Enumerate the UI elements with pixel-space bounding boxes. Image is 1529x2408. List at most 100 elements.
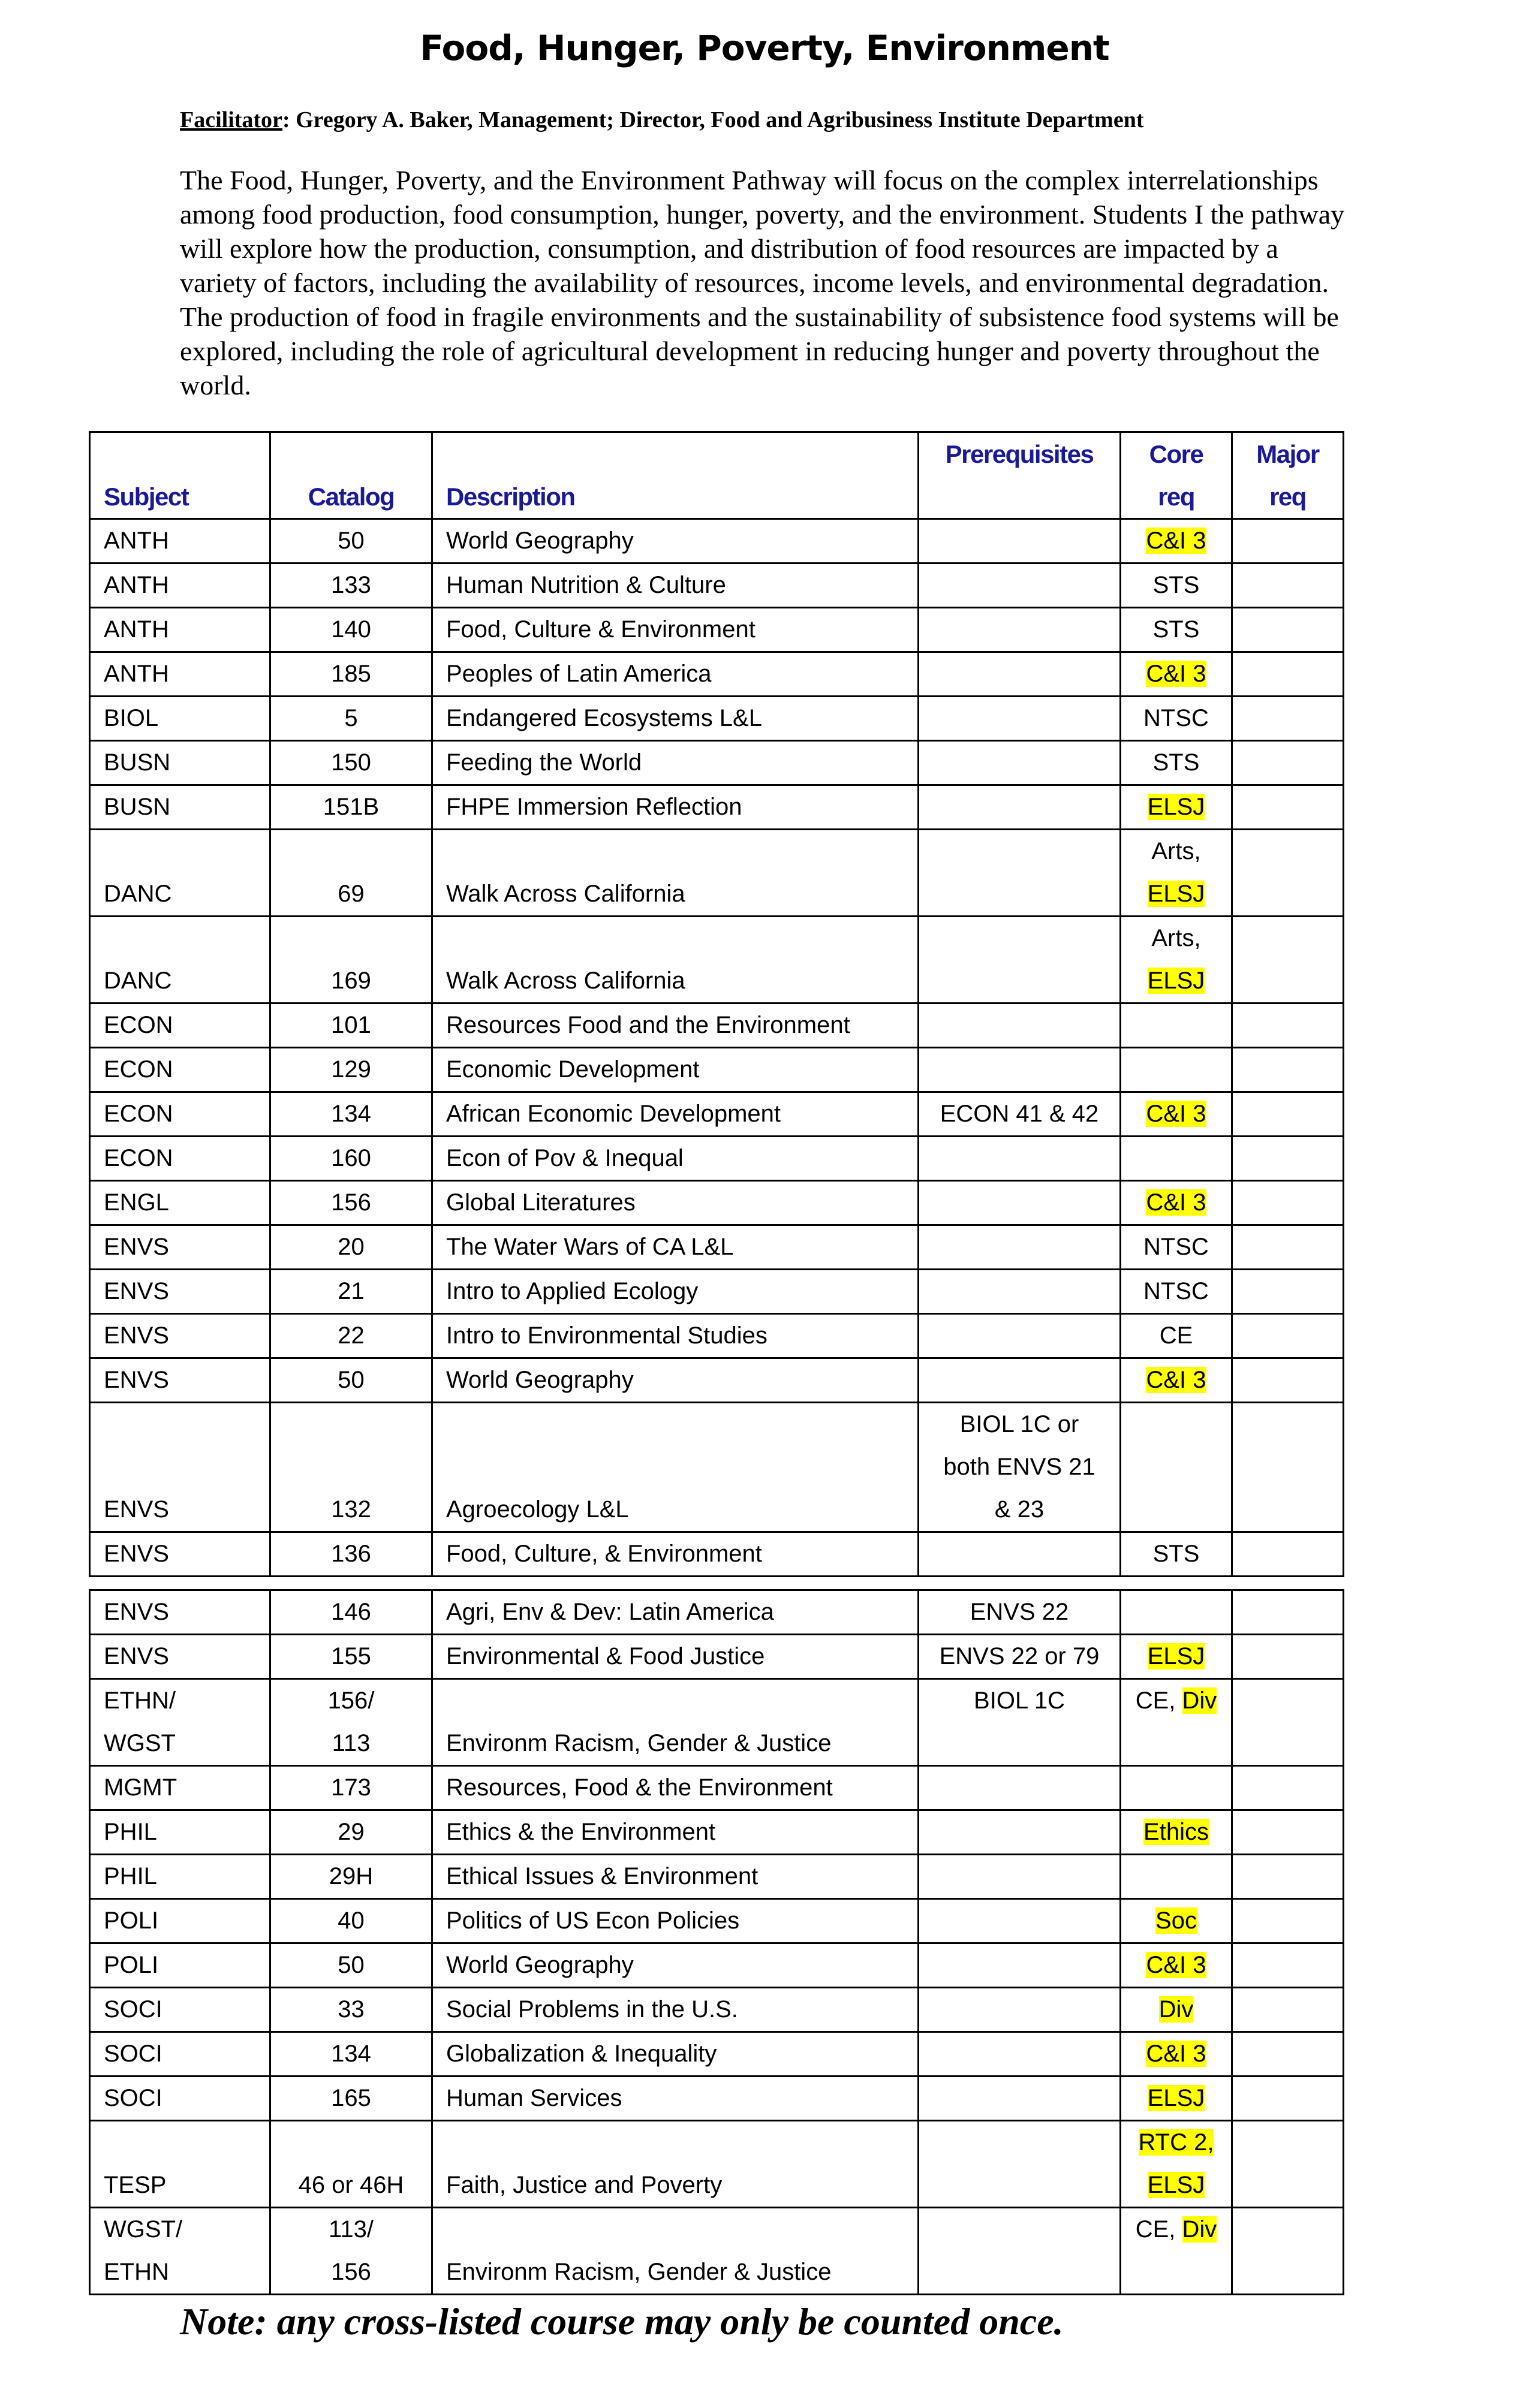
prereq-text — [919, 1811, 1119, 1854]
cell-catalog: 151B — [269, 784, 433, 830]
core-line: C&I 3 — [1121, 1093, 1231, 1135]
table-row: WGST/ETHN 113/156 Environm Racism, Gender … — [89, 2207, 1344, 2295]
cell-major — [1231, 695, 1344, 742]
cell-catalog: 155 — [269, 1634, 433, 1680]
cell-core: NTSC — [1119, 1268, 1233, 1315]
description-text — [446, 1680, 917, 1722]
catalog-text: 40 — [338, 1907, 365, 1934]
cell-prereq — [917, 651, 1121, 697]
cell-core: STS — [1119, 1531, 1233, 1577]
subject-text: ECON — [104, 1056, 173, 1083]
cell-catalog: 146 — [269, 1589, 433, 1635]
cell-major — [1231, 1942, 1344, 1988]
cell-catalog: 133 — [269, 562, 433, 608]
cell-prereq — [917, 1898, 1121, 1944]
cell-catalog: 46 or 46H — [269, 2120, 433, 2208]
cell-catalog: 160 — [269, 1135, 433, 1182]
catalog-text: 22 — [338, 1322, 365, 1349]
core-line — [1121, 1591, 1231, 1634]
subject-text: ECON — [104, 1012, 173, 1038]
cell-core — [1119, 1589, 1233, 1635]
header-text: Core — [1149, 440, 1204, 468]
core-line: C&I 3 — [1121, 520, 1231, 562]
cell-description: Environmental & Food Justice — [431, 1634, 919, 1680]
description-text: Intro to Environmental Studies — [446, 1322, 767, 1349]
cell-prereq — [917, 784, 1121, 830]
table-row: PHIL 29 Ethics & the Environment Ethics — [89, 1809, 1344, 1855]
prereq-text — [919, 1533, 1119, 1575]
cell-subject: ENVS — [89, 1402, 271, 1533]
cell-description: FHPE Immersion Reflection — [431, 784, 919, 830]
prereq-text — [919, 697, 1119, 740]
catalog-text: 50 — [338, 1952, 365, 1978]
cell-major — [1231, 1809, 1344, 1855]
cell-major — [1231, 1854, 1344, 1900]
header-text: req — [1269, 483, 1307, 511]
cell-catalog: 50 — [269, 1942, 433, 1988]
prereq-text — [919, 1988, 1119, 2031]
prereq-text — [919, 742, 1119, 784]
cell-description: African Economic Development — [431, 1091, 919, 1137]
cell-subject: POLI — [89, 1898, 271, 1944]
prereq-text — [919, 1137, 1119, 1180]
cell-core: C&I 3 — [1119, 1180, 1233, 1226]
core-line: NTSC — [1121, 1226, 1231, 1268]
catalog-text: 165 — [331, 2085, 371, 2111]
table-row: POLI 40 Politics of US Econ Policies Soc — [89, 1898, 1344, 1944]
cell-prereq — [917, 1047, 1121, 1093]
table-row: ENVS 22 Intro to Environmental Studies CE — [89, 1313, 1344, 1359]
subject-text: POLI — [104, 1952, 159, 1978]
description-text: Ethics & the Environment — [446, 1819, 716, 1845]
cell-catalog: 169 — [269, 915, 433, 1004]
cell-subject: POLI — [89, 1942, 271, 1988]
core-line: ELSJ — [1121, 2164, 1231, 2207]
table-row: ANTH 185 Peoples of Latin America C&I 3 — [89, 651, 1344, 697]
core-line: Ethics — [1121, 1811, 1231, 1854]
cell-subject: PHIL — [89, 1809, 271, 1855]
cell-catalog: 156/113 — [269, 1678, 433, 1767]
cell-subject: ENVS — [89, 1589, 271, 1635]
core-line — [1121, 1004, 1231, 1047]
cell-catalog: 50 — [269, 518, 433, 564]
cell-prereq — [917, 1942, 1121, 1988]
header-text — [104, 433, 269, 475]
cell-major — [1231, 1268, 1344, 1315]
cell-prereq: BIOL 1C — [917, 1678, 1121, 1767]
cell-core: RTC 2, ELSJ — [1119, 2120, 1233, 2208]
subject-text: BIOL — [104, 705, 159, 731]
highlighted-core-req: Soc — [1155, 1907, 1197, 1934]
core-line: RTC 2, — [1121, 2121, 1231, 2164]
subject-text: ANTH — [104, 661, 169, 687]
highlighted-core-req: Div — [1182, 2216, 1217, 2243]
subject-text: ENVS — [104, 1278, 169, 1304]
cell-core: C&I 3 — [1119, 1091, 1233, 1137]
cell-major — [1231, 1987, 1344, 2033]
highlighted-core-req: C&I 3 — [1146, 661, 1206, 687]
cell-prereq — [917, 915, 1121, 1004]
cell-catalog: 165 — [269, 2075, 433, 2121]
description-text: Human Nutrition & Culture — [446, 572, 726, 598]
cell-core: ELSJ — [1119, 1634, 1233, 1680]
cell-description: Human Nutrition & Culture — [431, 562, 919, 608]
cell-description: Food, Culture & Environment — [431, 607, 919, 653]
prereq-text — [919, 564, 1119, 607]
highlighted-core-req: ELSJ — [1147, 1643, 1205, 1669]
cell-description: The Water Wars of CA L&L — [431, 1224, 919, 1270]
cell-subject: MGMT — [89, 1765, 271, 1811]
cell-core: NTSC — [1119, 695, 1233, 742]
cell-subject: DANC — [89, 828, 271, 917]
cell-core: C&I 3 — [1119, 1357, 1233, 1403]
cell-subject: ENVS — [89, 1313, 271, 1359]
core-req: Arts, — [1151, 925, 1201, 951]
cell-subject: ECON — [89, 1091, 271, 1137]
column-header-core: Core req — [1119, 431, 1233, 520]
highlighted-core-req: RTC 2, — [1138, 2129, 1214, 2156]
subject-text: SOCI — [104, 2041, 162, 2067]
prereq-text — [919, 1182, 1119, 1224]
prereq-text — [919, 1855, 1119, 1898]
highlighted-core-req: C&I 3 — [1146, 528, 1206, 554]
core-line: NTSC — [1121, 697, 1231, 740]
cell-subject: ANTH — [89, 518, 271, 564]
table-row: ENVS 146 Agri, Env & Dev: Latin America ENV… — [89, 1589, 1344, 1635]
cell-major — [1231, 562, 1344, 608]
